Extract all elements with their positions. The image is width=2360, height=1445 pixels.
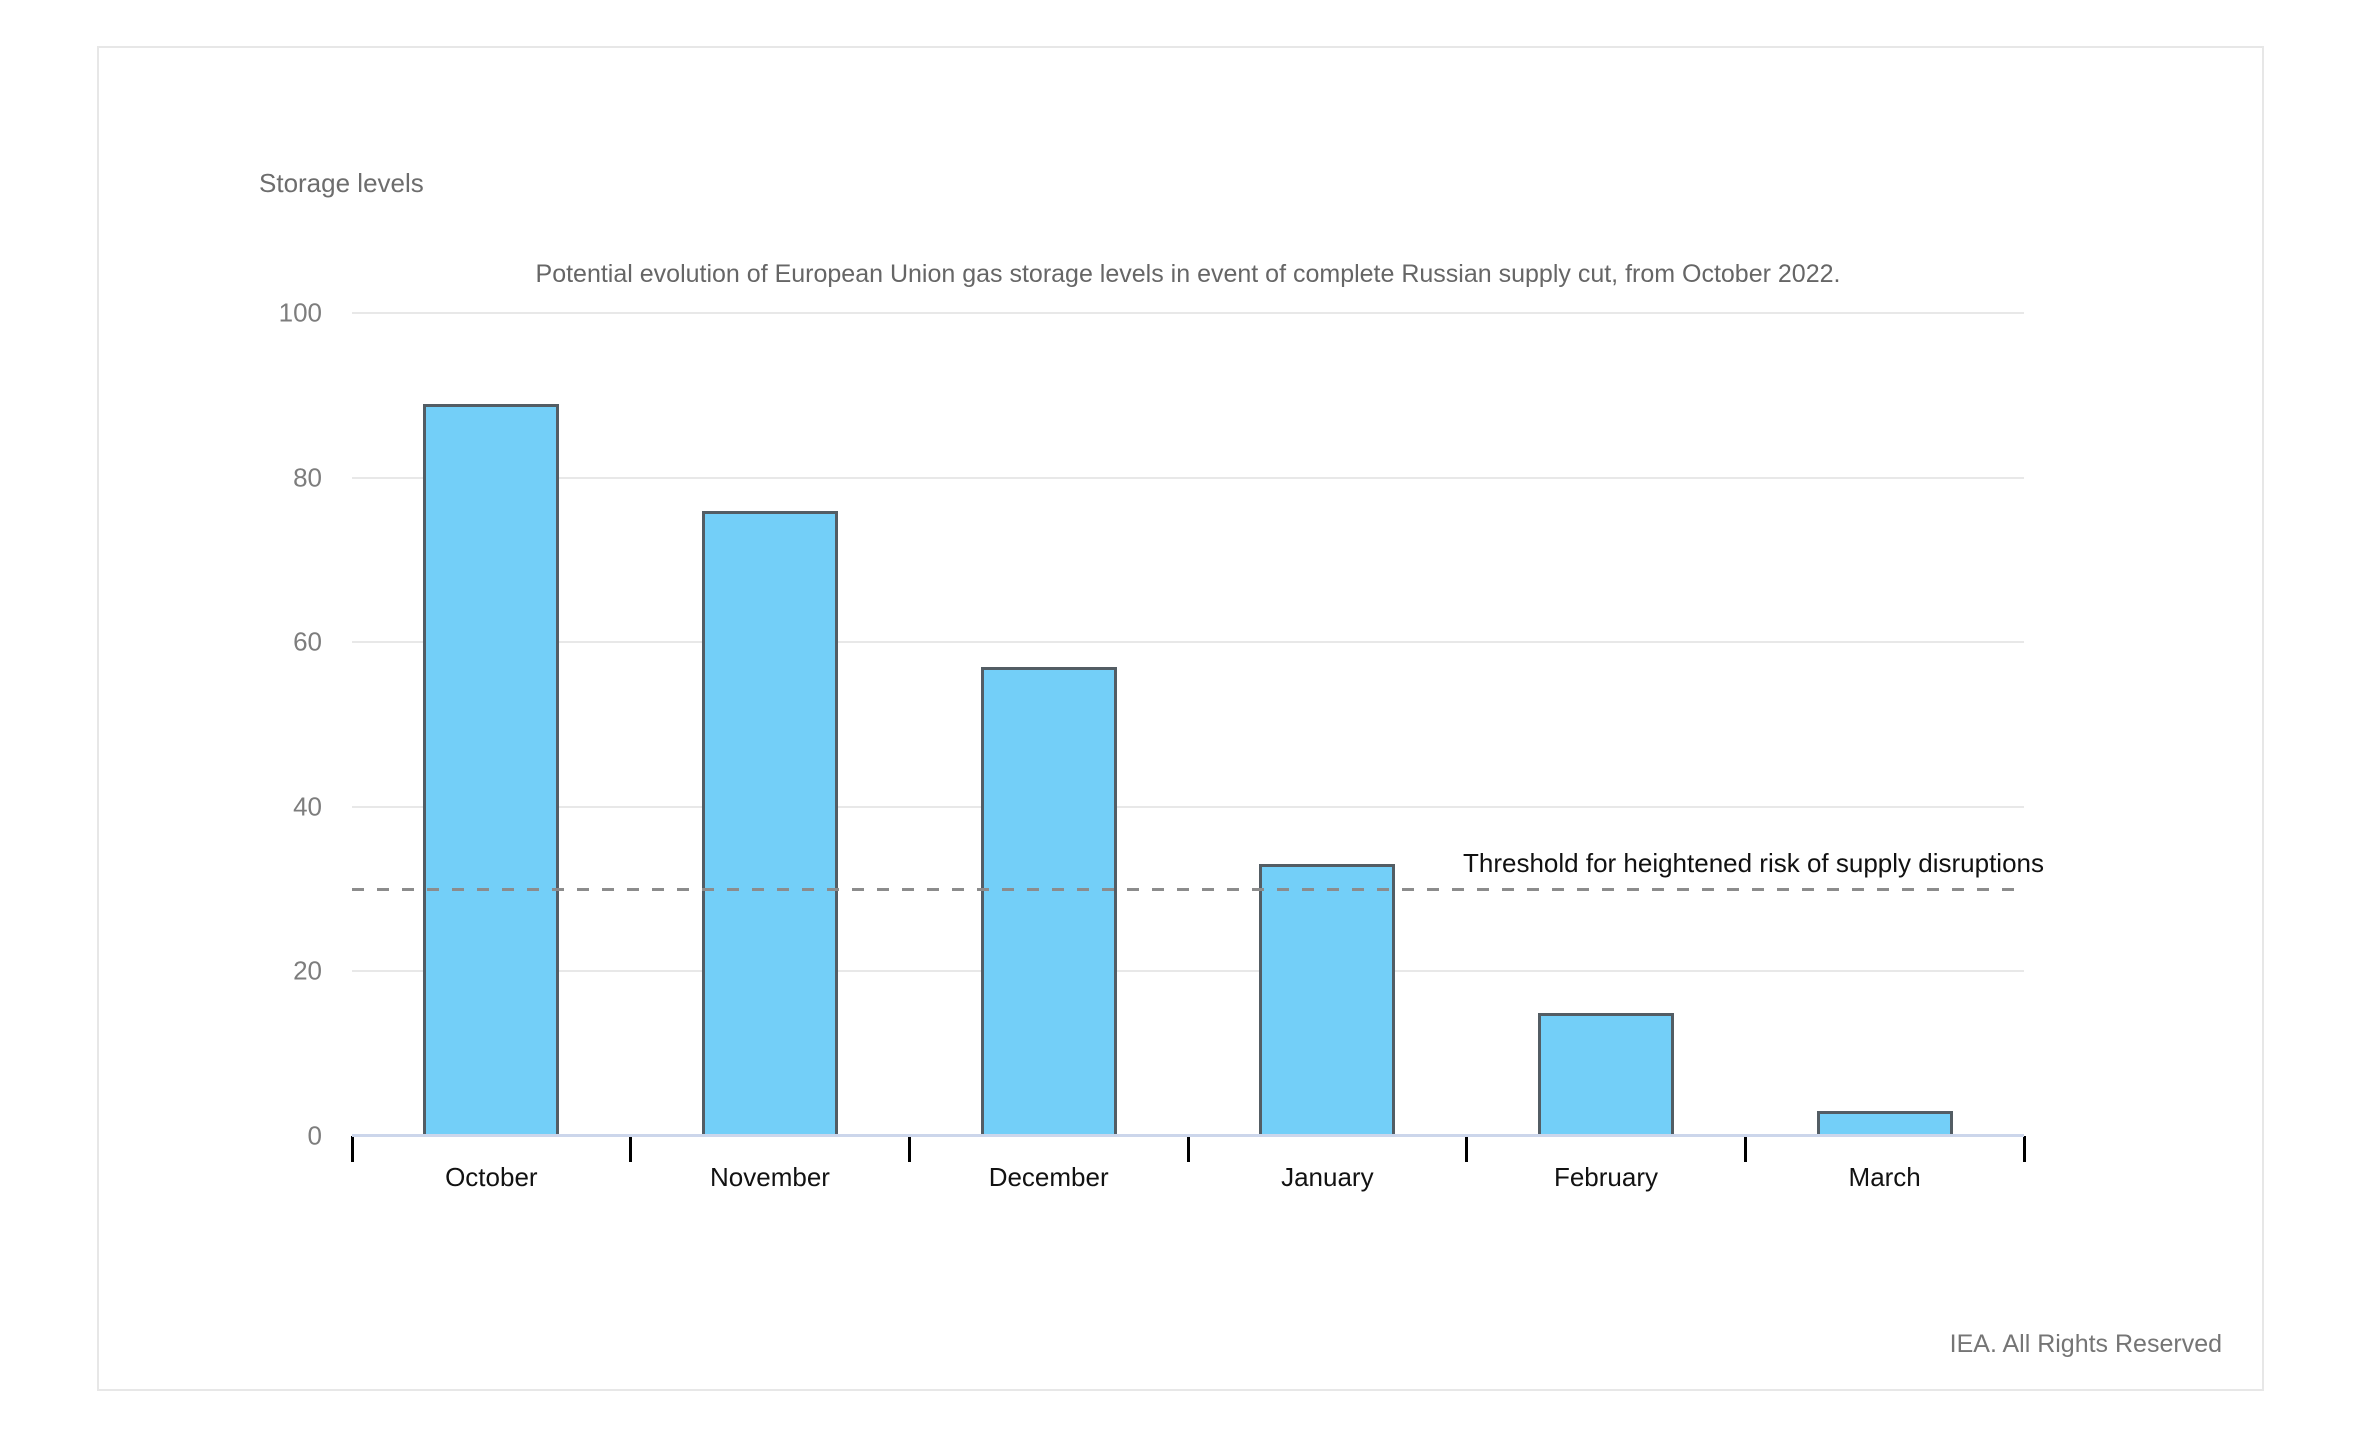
bar-february[interactable]: [1538, 1013, 1674, 1136]
y-axis-title: Storage levels: [259, 168, 424, 198]
bar-march[interactable]: [1816, 1111, 1953, 1136]
gridline-60: [352, 641, 2024, 644]
bar-october[interactable]: [423, 404, 560, 1136]
x-cat-label-november: November: [710, 1162, 830, 1192]
x-axis-tick-4: [1465, 1136, 1469, 1162]
x-cat-label-october: October: [445, 1162, 538, 1192]
x-axis-tick-0: [350, 1136, 354, 1162]
bar-december[interactable]: [980, 667, 1117, 1136]
threshold-dashed-line: [352, 888, 2024, 892]
x-axis-tick-6: [2022, 1136, 2026, 1162]
gridline-80: [352, 476, 2024, 479]
bar-january[interactable]: [1259, 864, 1396, 1136]
x-axis-line: [352, 1134, 2024, 1137]
y-tick-label-80: 80: [293, 462, 322, 493]
bar-november[interactable]: [702, 511, 838, 1136]
x-cat-label-december: December: [988, 1162, 1109, 1192]
x-axis-tick-5: [1743, 1136, 1747, 1162]
x-cat-label-march: March: [1848, 1162, 1921, 1192]
chart-title: Potential evolution of European Union ga…: [535, 260, 1841, 288]
y-tick-label-20: 20: [293, 955, 322, 986]
y-tick-label-0: 0: [307, 1120, 322, 1151]
plot-area: 0 20 40 60 80 100 Threshold for heightened ri…: [279, 298, 2044, 1193]
footer-credit: IEA. All Rights Reserved: [1949, 1330, 2222, 1358]
x-axis-tick-1: [629, 1136, 633, 1162]
chart-card: Storage levels Potential evolution of Eu…: [97, 46, 2264, 1391]
y-tick-label-100: 100: [278, 297, 322, 328]
x-cat-label-january: January: [1281, 1162, 1374, 1192]
gridline-100: [352, 312, 2024, 314]
gridline-40: [352, 805, 2024, 808]
y-tick-label-60: 60: [293, 626, 322, 657]
x-axis-tick-3: [1186, 1136, 1190, 1162]
x-axis-tick-2: [907, 1136, 911, 1162]
threshold-label: Threshold for heightened risk of supply …: [1463, 848, 2044, 878]
gridline-20: [352, 970, 2024, 973]
y-tick-label-40: 40: [293, 791, 322, 822]
x-cat-label-february: February: [1553, 1162, 1658, 1192]
